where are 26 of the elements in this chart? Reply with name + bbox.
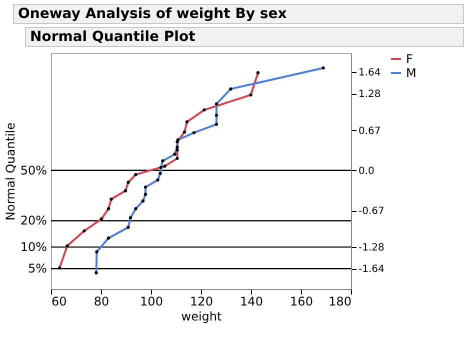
x-axis-title: weight [181, 310, 222, 324]
legend-label: F [406, 52, 413, 66]
x-tick-label: 80 [94, 294, 110, 308]
x-tick-label: 100 [140, 294, 163, 308]
x-tick-label: 140 [240, 294, 263, 308]
x-tick-label: 120 [190, 294, 213, 308]
chart-title: Oneway Analysis of weight By sex [13, 4, 464, 24]
text: 20% [20, 214, 47, 228]
y-tick-label: -1.28 [358, 242, 384, 254]
x-tick-label: 180 [328, 294, 352, 308]
x-tick-label: 60 [52, 294, 67, 308]
text: 50% [20, 163, 47, 178]
text: 5% [28, 262, 47, 276]
line-series [94, 66, 325, 274]
x-tick-label: 160 [290, 294, 313, 308]
y-tick-label: 1.64 [358, 68, 381, 79]
line-series [58, 71, 260, 270]
y-tick-label: 0.67 [358, 126, 381, 137]
legend-label: M [406, 66, 416, 80]
text: 10% [20, 240, 47, 254]
y-tick-label: -0.67 [358, 206, 384, 218]
y-tick-label: 1.28 [358, 89, 381, 100]
y-tick-label: -1.64 [358, 264, 384, 276]
chart-subtitle: Normal Quantile Plot [25, 27, 464, 47]
y-tick-label: 0.0 [358, 166, 374, 177]
y-axis-title: Normal Quantile [4, 122, 18, 220]
